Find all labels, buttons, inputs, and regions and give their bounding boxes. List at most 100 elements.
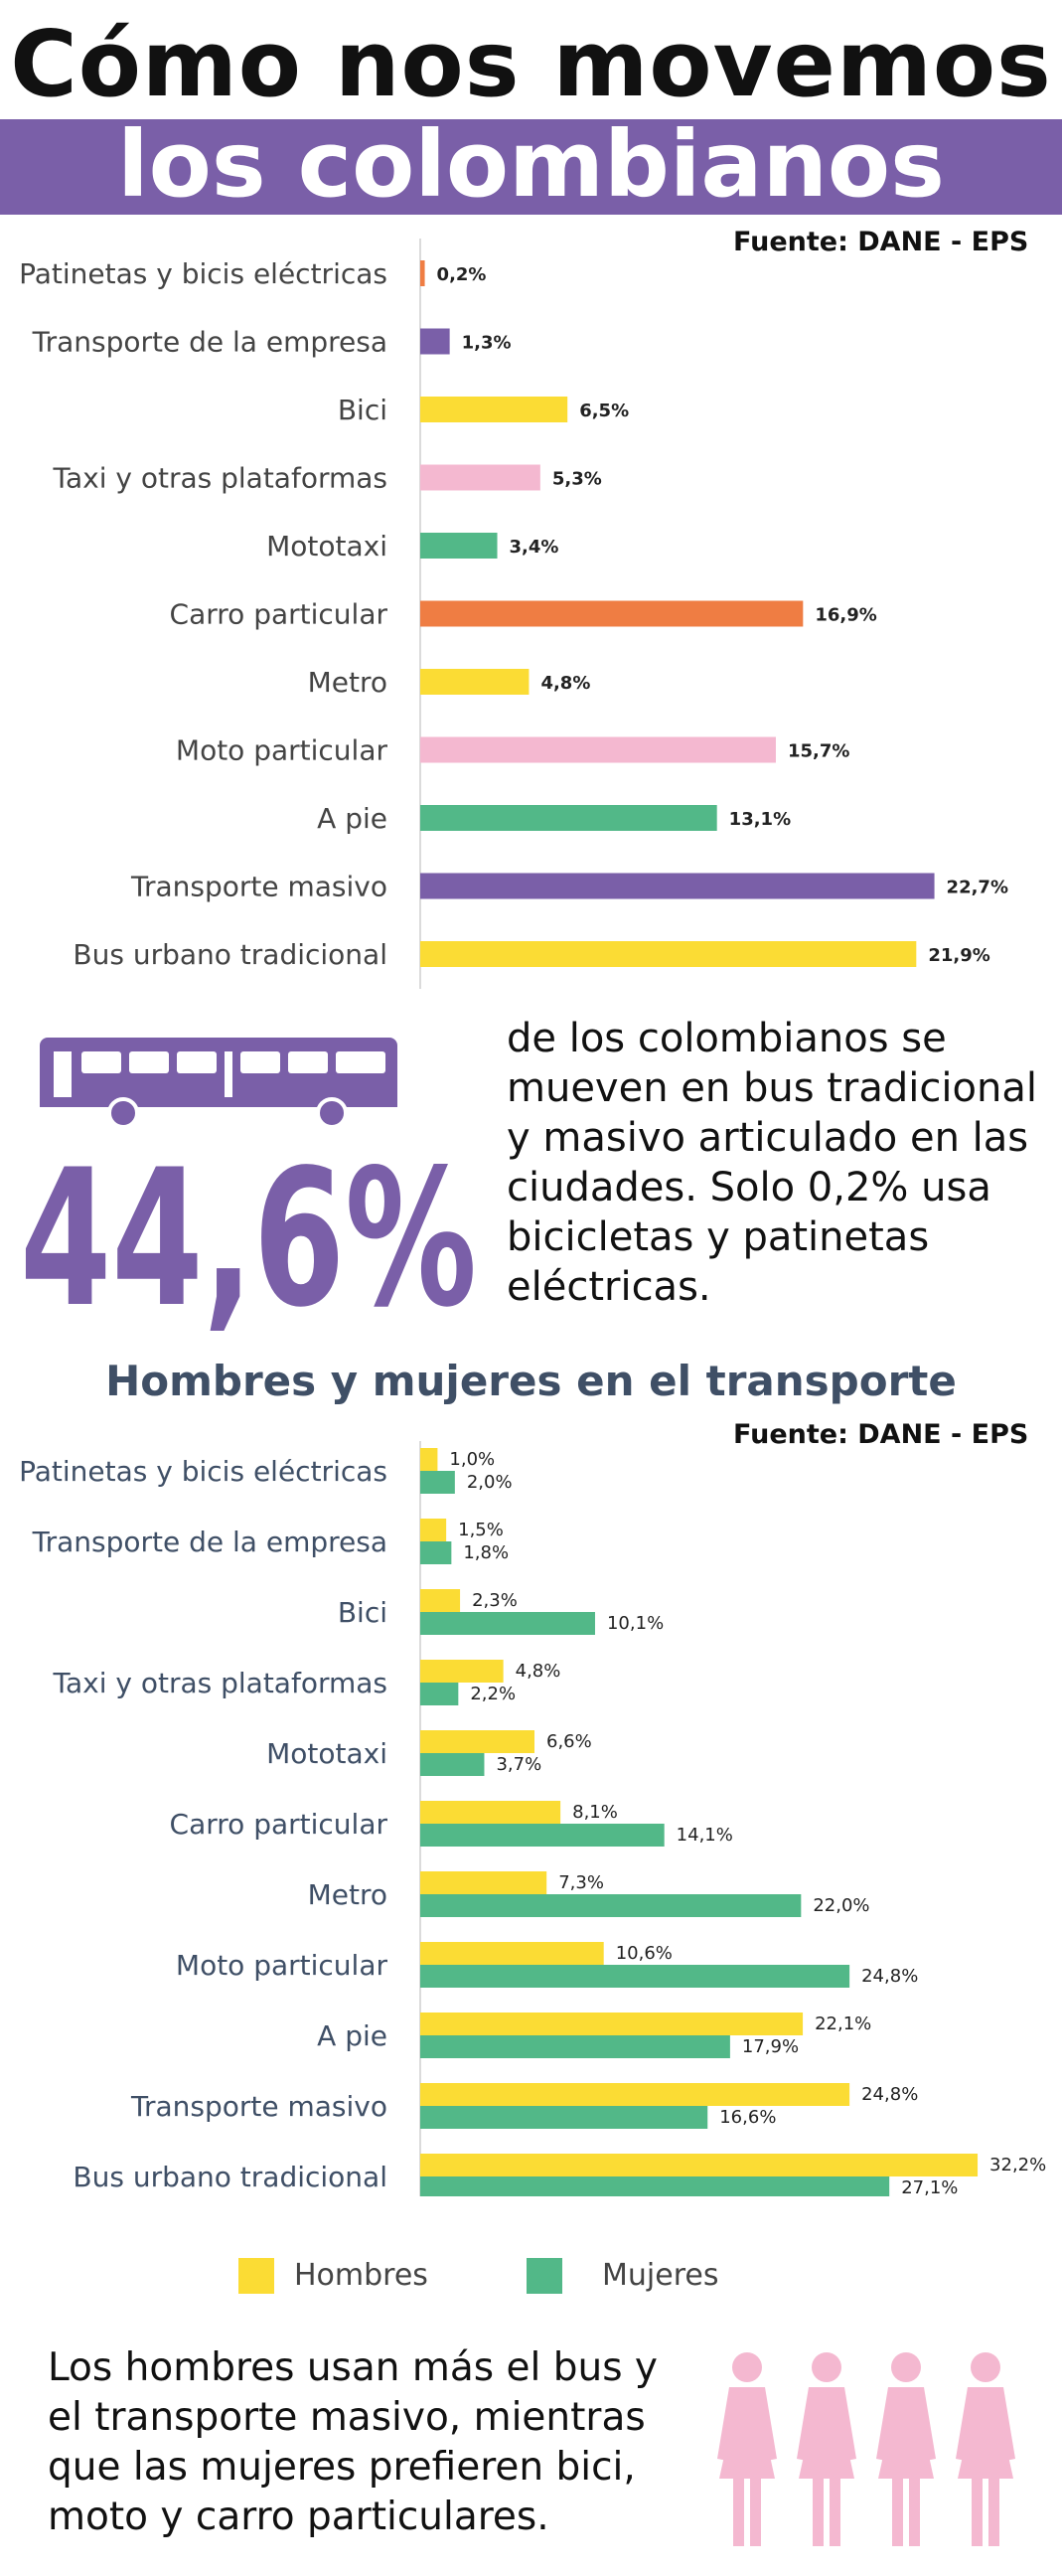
chart2-category-label: Patinetas y bicis eléctricas — [19, 1455, 387, 1488]
chart2-category-label: Bus urbano tradicional — [73, 2161, 387, 2193]
chart2-value-label: 16,6% — [719, 2107, 776, 2128]
chart2-bar-mujeres — [420, 1894, 802, 1917]
chart2-category-label: Bici — [338, 1596, 387, 1629]
title-band — [0, 119, 1062, 215]
page-title-line2: los colombianos — [117, 111, 945, 218]
chart2-bar-hombres — [420, 1942, 604, 1965]
chart1-source: Fuente: DANE - EPS — [733, 227, 1029, 257]
woman-figure — [797, 2352, 856, 2546]
chart1-category-label: Patinetas y bicis eléctricas — [19, 257, 387, 290]
chart2-value-label: 10,6% — [616, 1943, 673, 1964]
chart2-value-label: 1,8% — [463, 1542, 509, 1563]
chart1-bar — [420, 941, 917, 967]
chart1-category-label: A pie — [317, 802, 387, 835]
chart2-value-label: 8,1% — [572, 1802, 618, 1823]
chart1-category-label: Transporte masivo — [130, 871, 387, 903]
chart1-category-label: Bus urbano tradicional — [73, 938, 387, 971]
chart2-bar-mujeres — [420, 2176, 890, 2196]
chart1-bar — [420, 736, 776, 763]
chart2-value-label: 1,0% — [449, 1449, 495, 1470]
chart2-value-label: 1,5% — [458, 1520, 504, 1540]
chart1-bar — [420, 397, 568, 422]
chart2-bar-mujeres — [420, 1753, 485, 1776]
chart2-value-label: 17,9% — [742, 2036, 799, 2057]
chart2-bar-hombres — [420, 1448, 438, 1471]
bus-icon — [38, 1034, 405, 1129]
chart2-bar-hombres — [420, 1589, 461, 1612]
conclusion-text: Los hombres usan más el bus y el transpo… — [48, 2345, 658, 2539]
chart1-category-label: Transporte de la empresa — [32, 326, 387, 359]
legend-label-hombres: Hombres — [294, 2258, 428, 2293]
chart1-category-label: Metro — [308, 666, 387, 699]
highlight-percentage: 44,6% — [20, 1133, 477, 1332]
chart2-bar-mujeres — [420, 2106, 708, 2129]
chart2-bar-hombres — [420, 1730, 534, 1753]
chart2-bar-mujeres — [420, 1541, 452, 1564]
chart2-bar-hombres — [420, 2083, 850, 2106]
chart1-value-label: 4,8% — [540, 673, 590, 694]
chart2-value-label: 2,0% — [467, 1472, 513, 1493]
chart1-value-label: 5,3% — [552, 469, 602, 490]
chart1-value-label: 0,2% — [437, 264, 487, 285]
chart1-value-label: 21,9% — [928, 945, 989, 966]
svg-text:44,6%: 44,6% — [20, 1133, 477, 1332]
legend-swatch-hombres — [238, 2258, 274, 2294]
woman-figure — [876, 2352, 936, 2546]
chart1-value-label: 16,9% — [815, 605, 876, 626]
chart2-bar-mujeres — [420, 2035, 730, 2058]
chart2-value-label: 27,1% — [901, 2177, 958, 2196]
chart2-category-label: Transporte masivo — [130, 2090, 387, 2123]
chart1-value-label: 15,7% — [788, 741, 849, 762]
chart1-bar — [420, 533, 498, 559]
chart2-value-label: 2,3% — [472, 1590, 518, 1611]
chart2-value-label: 6,6% — [546, 1731, 592, 1752]
chart1-bar — [420, 873, 935, 899]
chart2-category-label: Transporte de la empresa — [32, 1526, 387, 1558]
chart1-bar — [420, 260, 425, 286]
chart2-bar-hombres — [420, 1660, 504, 1683]
chart1-value-label: 1,3% — [462, 333, 512, 354]
chart2-bar-hombres — [420, 1519, 447, 1541]
chart1-value-label: 13,1% — [729, 809, 791, 830]
chart2-value-label: 14,1% — [677, 1825, 733, 1846]
chart2-bar-mujeres — [420, 1471, 455, 1494]
chart2-source: Fuente: DANE - EPS — [733, 1419, 1029, 1450]
legend-label-mujeres: Mujeres — [602, 2258, 719, 2293]
chart2-category-label: Moto particular — [176, 1949, 388, 1982]
chart1-bar — [420, 600, 804, 627]
chart2-value-label: 22,0% — [813, 1895, 869, 1916]
chart1-bar — [420, 328, 450, 355]
chart1-bar — [420, 805, 717, 831]
chart1-category-label: Mototaxi — [266, 530, 387, 563]
woman-figure — [717, 2352, 777, 2546]
woman-figure — [956, 2352, 1015, 2546]
gender-transport-chart: Patinetas y bicis eléctricas 1,0%2,0% Tran… — [19, 1441, 1046, 2196]
legend: Hombres Mujeres — [0, 2254, 1062, 2304]
chart2-bar-mujeres — [420, 1824, 665, 1847]
chart2-value-label: 24,8% — [861, 1966, 918, 1987]
chart2-category-label: Metro — [308, 1878, 387, 1911]
chart1-value-label: 3,4% — [510, 537, 559, 558]
chart1-bar — [420, 464, 540, 491]
chart2-bar-hombres — [420, 2012, 804, 2035]
chart2-bar-hombres — [420, 1801, 561, 1824]
chart2-bar-mujeres — [420, 1965, 850, 1988]
transport-share-chart: Patinetas y bicis eléctricas 0,2% Transpor… — [19, 239, 1008, 989]
highlight-text: de los colombianos se mueven en bus trad… — [507, 1016, 1037, 1310]
chart2-value-label: 4,8% — [516, 1661, 561, 1682]
section2-title: Hombres y mujeres en el transporte — [105, 1357, 957, 1405]
legend-swatch-mujeres — [527, 2258, 562, 2294]
chart2-value-label: 22,1% — [815, 2013, 871, 2034]
chart2-value-label: 2,2% — [470, 1684, 516, 1704]
chart2-category-label: Taxi y otras plataformas — [53, 1667, 388, 1699]
chart2-value-label: 32,2% — [989, 2155, 1046, 2175]
chart2-category-label: Mototaxi — [266, 1737, 387, 1770]
women-figures-icon — [707, 2351, 1035, 2550]
chart1-category-label: Carro particular — [170, 598, 388, 631]
chart2-bar-hombres — [420, 2154, 979, 2176]
chart2-bar-hombres — [420, 1871, 547, 1894]
chart1-category-label: Moto particular — [176, 734, 388, 767]
chart2-category-label: A pie — [317, 2019, 387, 2052]
chart1-category-label: Taxi y otras plataformas — [53, 462, 388, 495]
chart1-bar — [420, 669, 530, 695]
